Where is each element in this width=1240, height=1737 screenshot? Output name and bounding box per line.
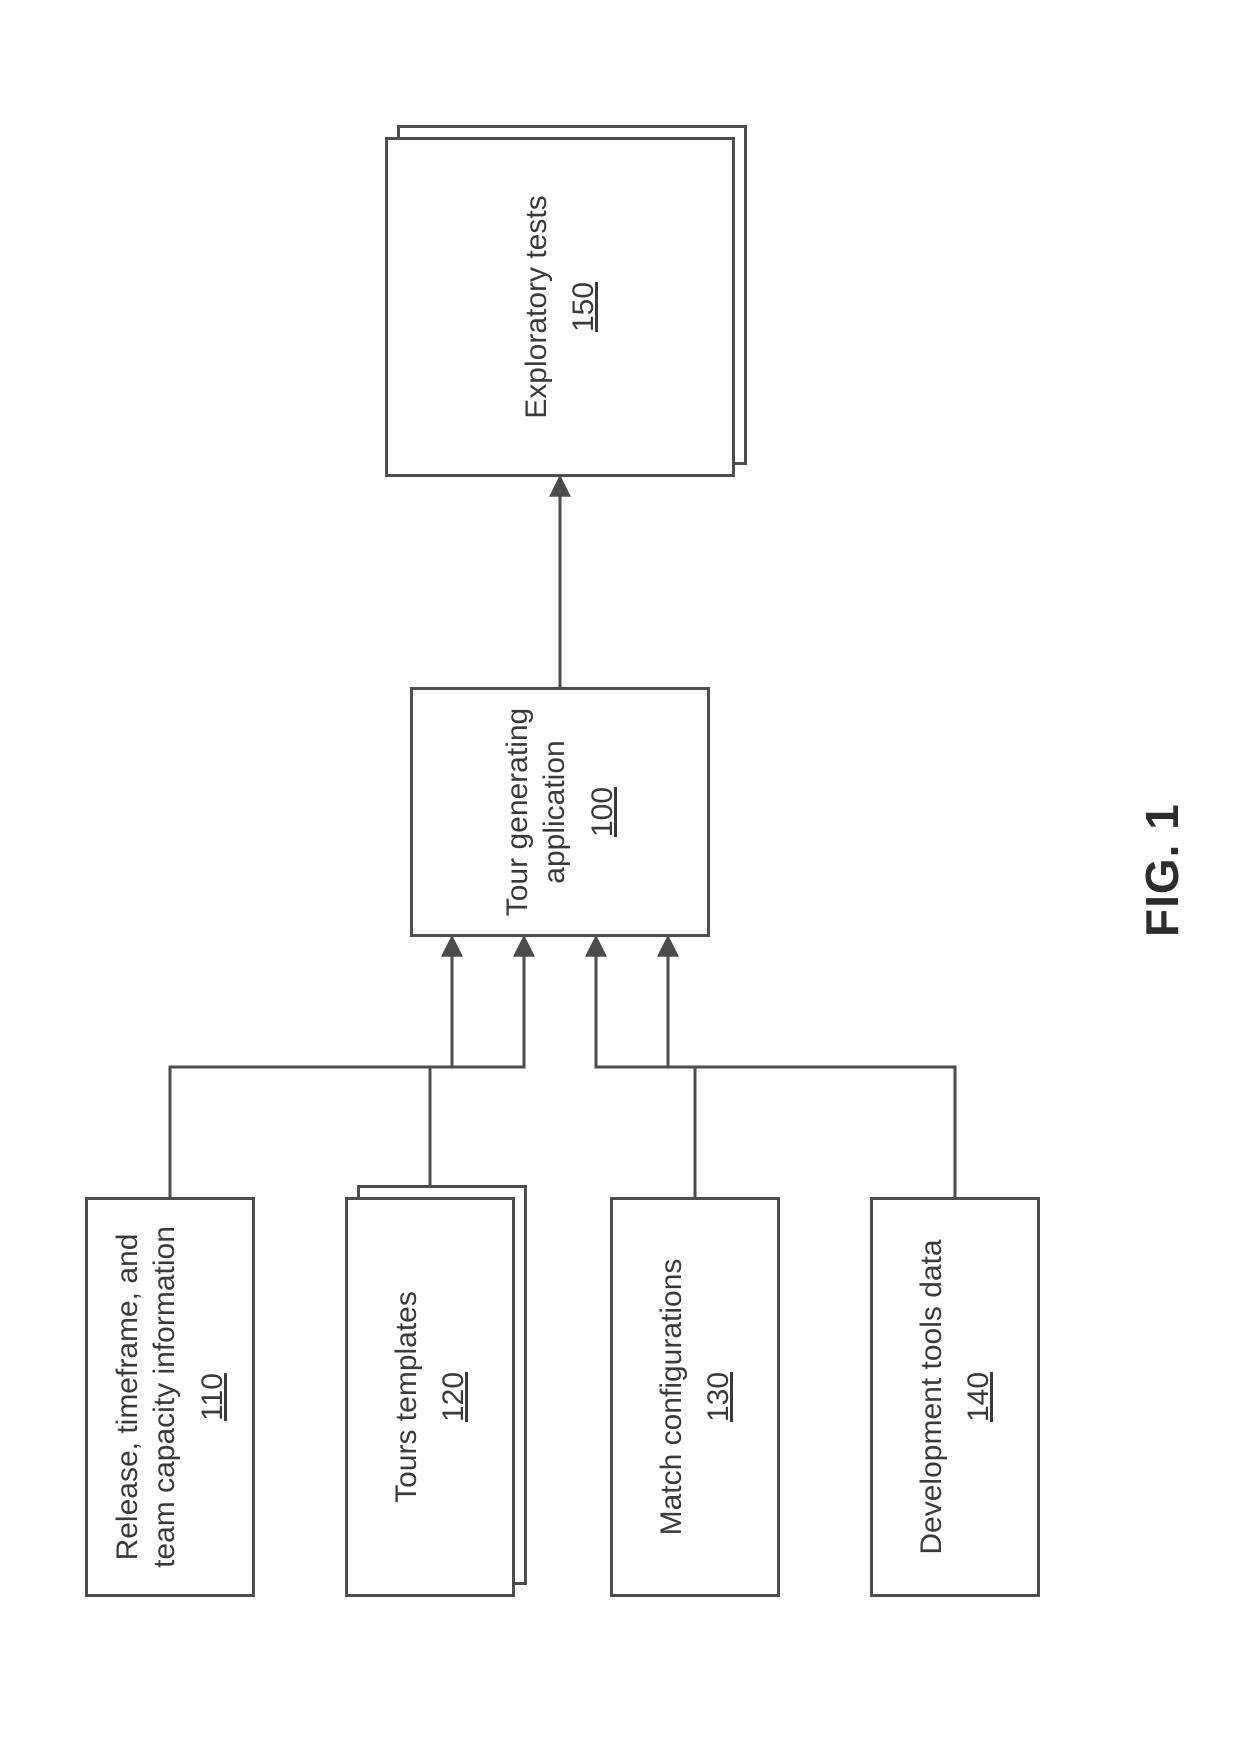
b120-box: Tours templates120: [345, 1197, 515, 1597]
b100-ref: 100: [584, 787, 622, 837]
rotated-group: Release, timeframe, and team capacity in…: [0, 0, 1240, 1737]
b100-box: Tour generating application 100: [410, 687, 710, 937]
b120-ref: 120: [435, 1372, 473, 1422]
b120-title: Tours templates: [388, 1277, 426, 1517]
connector-b140-b100: [668, 937, 955, 1197]
b140-ref: 140: [960, 1372, 998, 1422]
diagram-canvas: Release, timeframe, and team capacity in…: [0, 0, 1240, 1737]
b150-ref: 150: [565, 282, 603, 332]
b100-title: Tour generating application: [499, 690, 574, 934]
b130-title: Match configurations: [653, 1245, 691, 1550]
b110-box: Release, timeframe, and team capacity in…: [85, 1197, 255, 1597]
b140-box: Development tools data140: [870, 1197, 1040, 1597]
b150-title: Exploratory tests: [518, 181, 556, 432]
figure-label: FIG. 1: [1135, 803, 1189, 937]
b110-ref: 110: [194, 1373, 232, 1421]
b140-title: Development tools data: [913, 1225, 951, 1568]
connector-b110-b100: [170, 937, 452, 1197]
b150-box: Exploratory tests150: [385, 137, 735, 477]
connector-b120-b100: [430, 937, 524, 1197]
b130-box: Match configurations130: [610, 1197, 780, 1597]
b130-ref: 130: [700, 1372, 738, 1422]
b110-title: Release, timeframe, and team capacity in…: [109, 1200, 184, 1594]
